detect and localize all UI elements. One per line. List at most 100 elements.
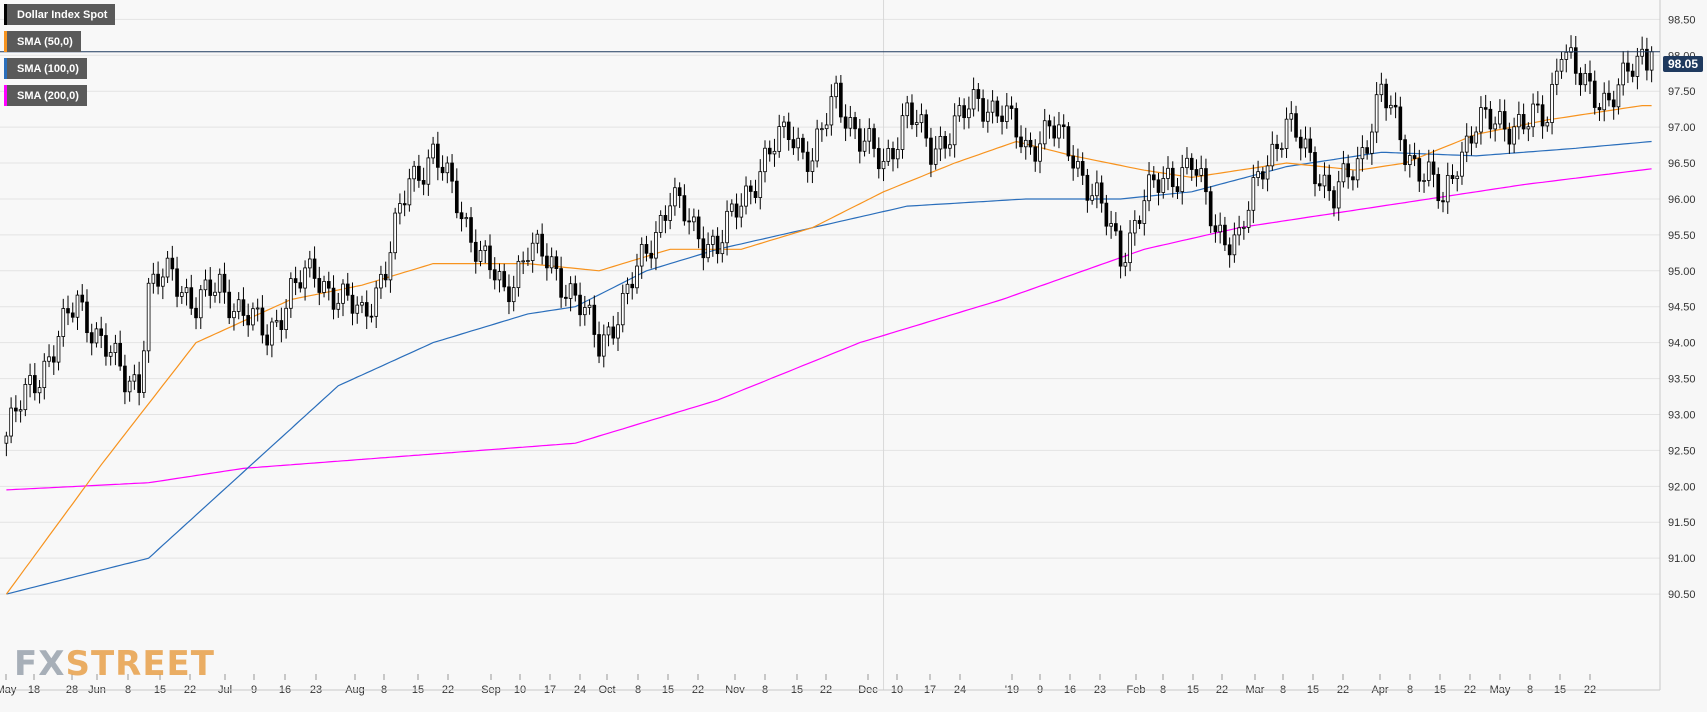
candle-body [943, 136, 947, 149]
candle-body [1370, 131, 1374, 154]
candle-body [488, 245, 492, 271]
candle-body [910, 102, 914, 125]
candle-body [1118, 230, 1123, 267]
candle-body [312, 258, 317, 279]
candle-body [1460, 151, 1464, 177]
candle-body [473, 241, 478, 262]
candle-body [1360, 147, 1365, 160]
candle-body [573, 283, 578, 296]
legend-item-sma200[interactable]: SMA (200,0) [4, 85, 87, 106]
candle-body [559, 268, 563, 298]
candle-body [545, 255, 549, 269]
candle-body [606, 326, 611, 336]
candle-body [1256, 171, 1260, 178]
legend-label-main: Dollar Index Spot [17, 8, 108, 21]
candle-body [70, 312, 75, 318]
candle-body [293, 278, 298, 284]
candle-body [649, 252, 654, 259]
candle-body [777, 126, 782, 152]
candle-body [1592, 80, 1597, 108]
candle-body [431, 143, 435, 159]
candle-body [388, 252, 393, 281]
candle-body [692, 216, 696, 223]
candle-body [824, 124, 829, 130]
y-tick-label: 98.50 [1668, 14, 1696, 26]
candle-body [739, 205, 744, 218]
candle-body [744, 185, 748, 207]
candle-body [1441, 200, 1445, 203]
candle-body [289, 278, 293, 309]
candle-body [23, 383, 28, 411]
candle-body [260, 307, 265, 336]
candle-body [1597, 107, 1602, 111]
candle-body [1237, 227, 1241, 236]
candle-body [42, 360, 47, 389]
candle-body [360, 302, 364, 306]
y-tick-label: 94.00 [1668, 338, 1696, 350]
y-tick-label: 91.50 [1668, 517, 1696, 529]
candle-body [516, 260, 521, 289]
candle-body [213, 291, 217, 296]
candle-body [279, 320, 284, 330]
candle-body [1422, 180, 1426, 182]
candle-body [540, 233, 544, 257]
y-tick-label: 96.00 [1668, 194, 1696, 206]
candle-body [815, 128, 819, 162]
candle-body [729, 203, 734, 212]
candle-body [592, 304, 597, 335]
candle-body [1336, 181, 1341, 209]
candle-body [1147, 174, 1151, 202]
candle-body [255, 307, 260, 310]
candle-body [905, 102, 910, 117]
logo-suffix: STREET [65, 644, 215, 684]
candle-body [1128, 232, 1132, 264]
candle-body [1635, 55, 1640, 77]
candle-body [1616, 84, 1621, 108]
candle-body [393, 212, 397, 254]
candle-body [1227, 244, 1232, 256]
candle-body [933, 148, 938, 165]
candle-body [47, 356, 51, 362]
candle-body [1346, 163, 1351, 178]
candle-body [1170, 167, 1175, 188]
candle-body [1649, 51, 1654, 71]
y-tick-label: 96.50 [1668, 158, 1696, 170]
candle-body [1042, 120, 1047, 145]
candle-body [492, 269, 497, 281]
candle-body [1374, 94, 1379, 133]
candle-body [1389, 104, 1393, 109]
candle-body [862, 140, 867, 152]
candle-body [1412, 155, 1417, 159]
candle-body [872, 128, 876, 149]
candle-body [170, 257, 175, 270]
candle-body [1498, 111, 1502, 125]
candle-body [1185, 157, 1189, 169]
candle-body [620, 292, 625, 326]
candle-body [1531, 103, 1535, 128]
candle-body [962, 105, 966, 119]
candle-body [1275, 143, 1279, 150]
candle-body [208, 279, 213, 296]
legend-item-dollar-index[interactable]: Dollar Index Spot [4, 4, 116, 25]
candle-body [51, 356, 56, 363]
candle-body [56, 336, 61, 363]
candle-body [1630, 70, 1635, 77]
candle-body [1114, 223, 1118, 232]
candle-body [881, 160, 886, 170]
candle-body [89, 332, 94, 344]
candle-body [839, 82, 843, 118]
candle-body [478, 250, 483, 262]
candle-body [758, 171, 763, 198]
legend-item-sma50[interactable]: SMA (50,0) [4, 31, 81, 52]
candle-body [179, 292, 184, 297]
candle-body [241, 299, 246, 316]
candle-body [635, 265, 639, 289]
candle-body [1028, 139, 1033, 148]
candle-body [1578, 72, 1583, 86]
candle-body [459, 212, 464, 220]
legend-item-sma100[interactable]: SMA (100,0) [4, 58, 87, 79]
candle-body [929, 137, 933, 165]
candle-body [194, 307, 198, 319]
candle-body [1526, 126, 1531, 130]
candle-body [521, 260, 526, 263]
